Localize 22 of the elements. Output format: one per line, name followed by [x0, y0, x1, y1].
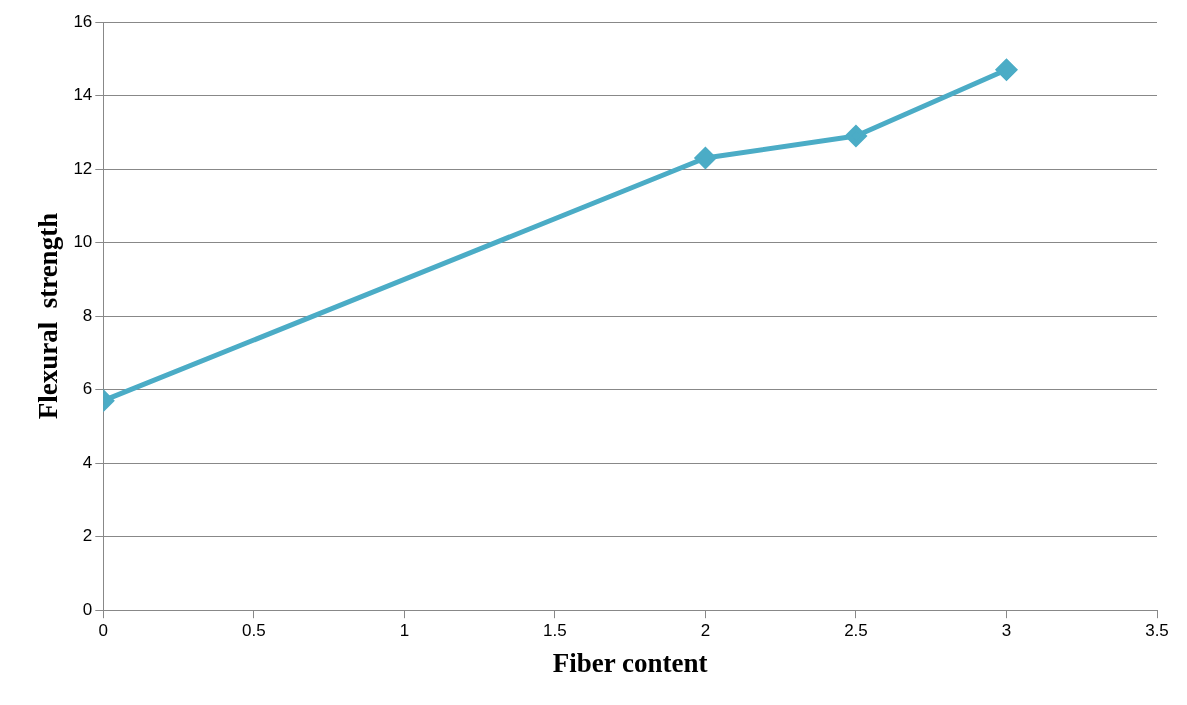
y-tick-label: 4 — [82, 452, 93, 472]
x-tick-label: 2 — [700, 621, 711, 641]
y-tick-label: 2 — [82, 526, 93, 546]
x-tick-label: 3.5 — [1145, 621, 1169, 641]
y-tick-label: 6 — [82, 379, 93, 399]
point — [845, 125, 867, 147]
y-tick-label: 10 — [73, 232, 93, 252]
x-tick-label: 0.5 — [242, 621, 266, 641]
x-tick-label: 1.5 — [543, 621, 567, 641]
y-tick-label: 0 — [82, 599, 93, 619]
y-tick-label: 16 — [73, 11, 93, 31]
y-tick-label: 8 — [82, 305, 93, 325]
y-axis-title: Flexural strength — [33, 212, 64, 420]
y-tick-label: 14 — [73, 85, 93, 105]
x-tick-label: 3 — [1001, 621, 1012, 641]
x-axis-title: Fiber content — [552, 647, 708, 678]
x-tick-label: 2.5 — [844, 621, 868, 641]
x-tick-label: 0 — [98, 621, 109, 641]
x-tick-label: 1 — [399, 621, 410, 641]
point — [694, 147, 716, 169]
point — [995, 59, 1017, 81]
y-tick-label: 12 — [73, 158, 93, 178]
